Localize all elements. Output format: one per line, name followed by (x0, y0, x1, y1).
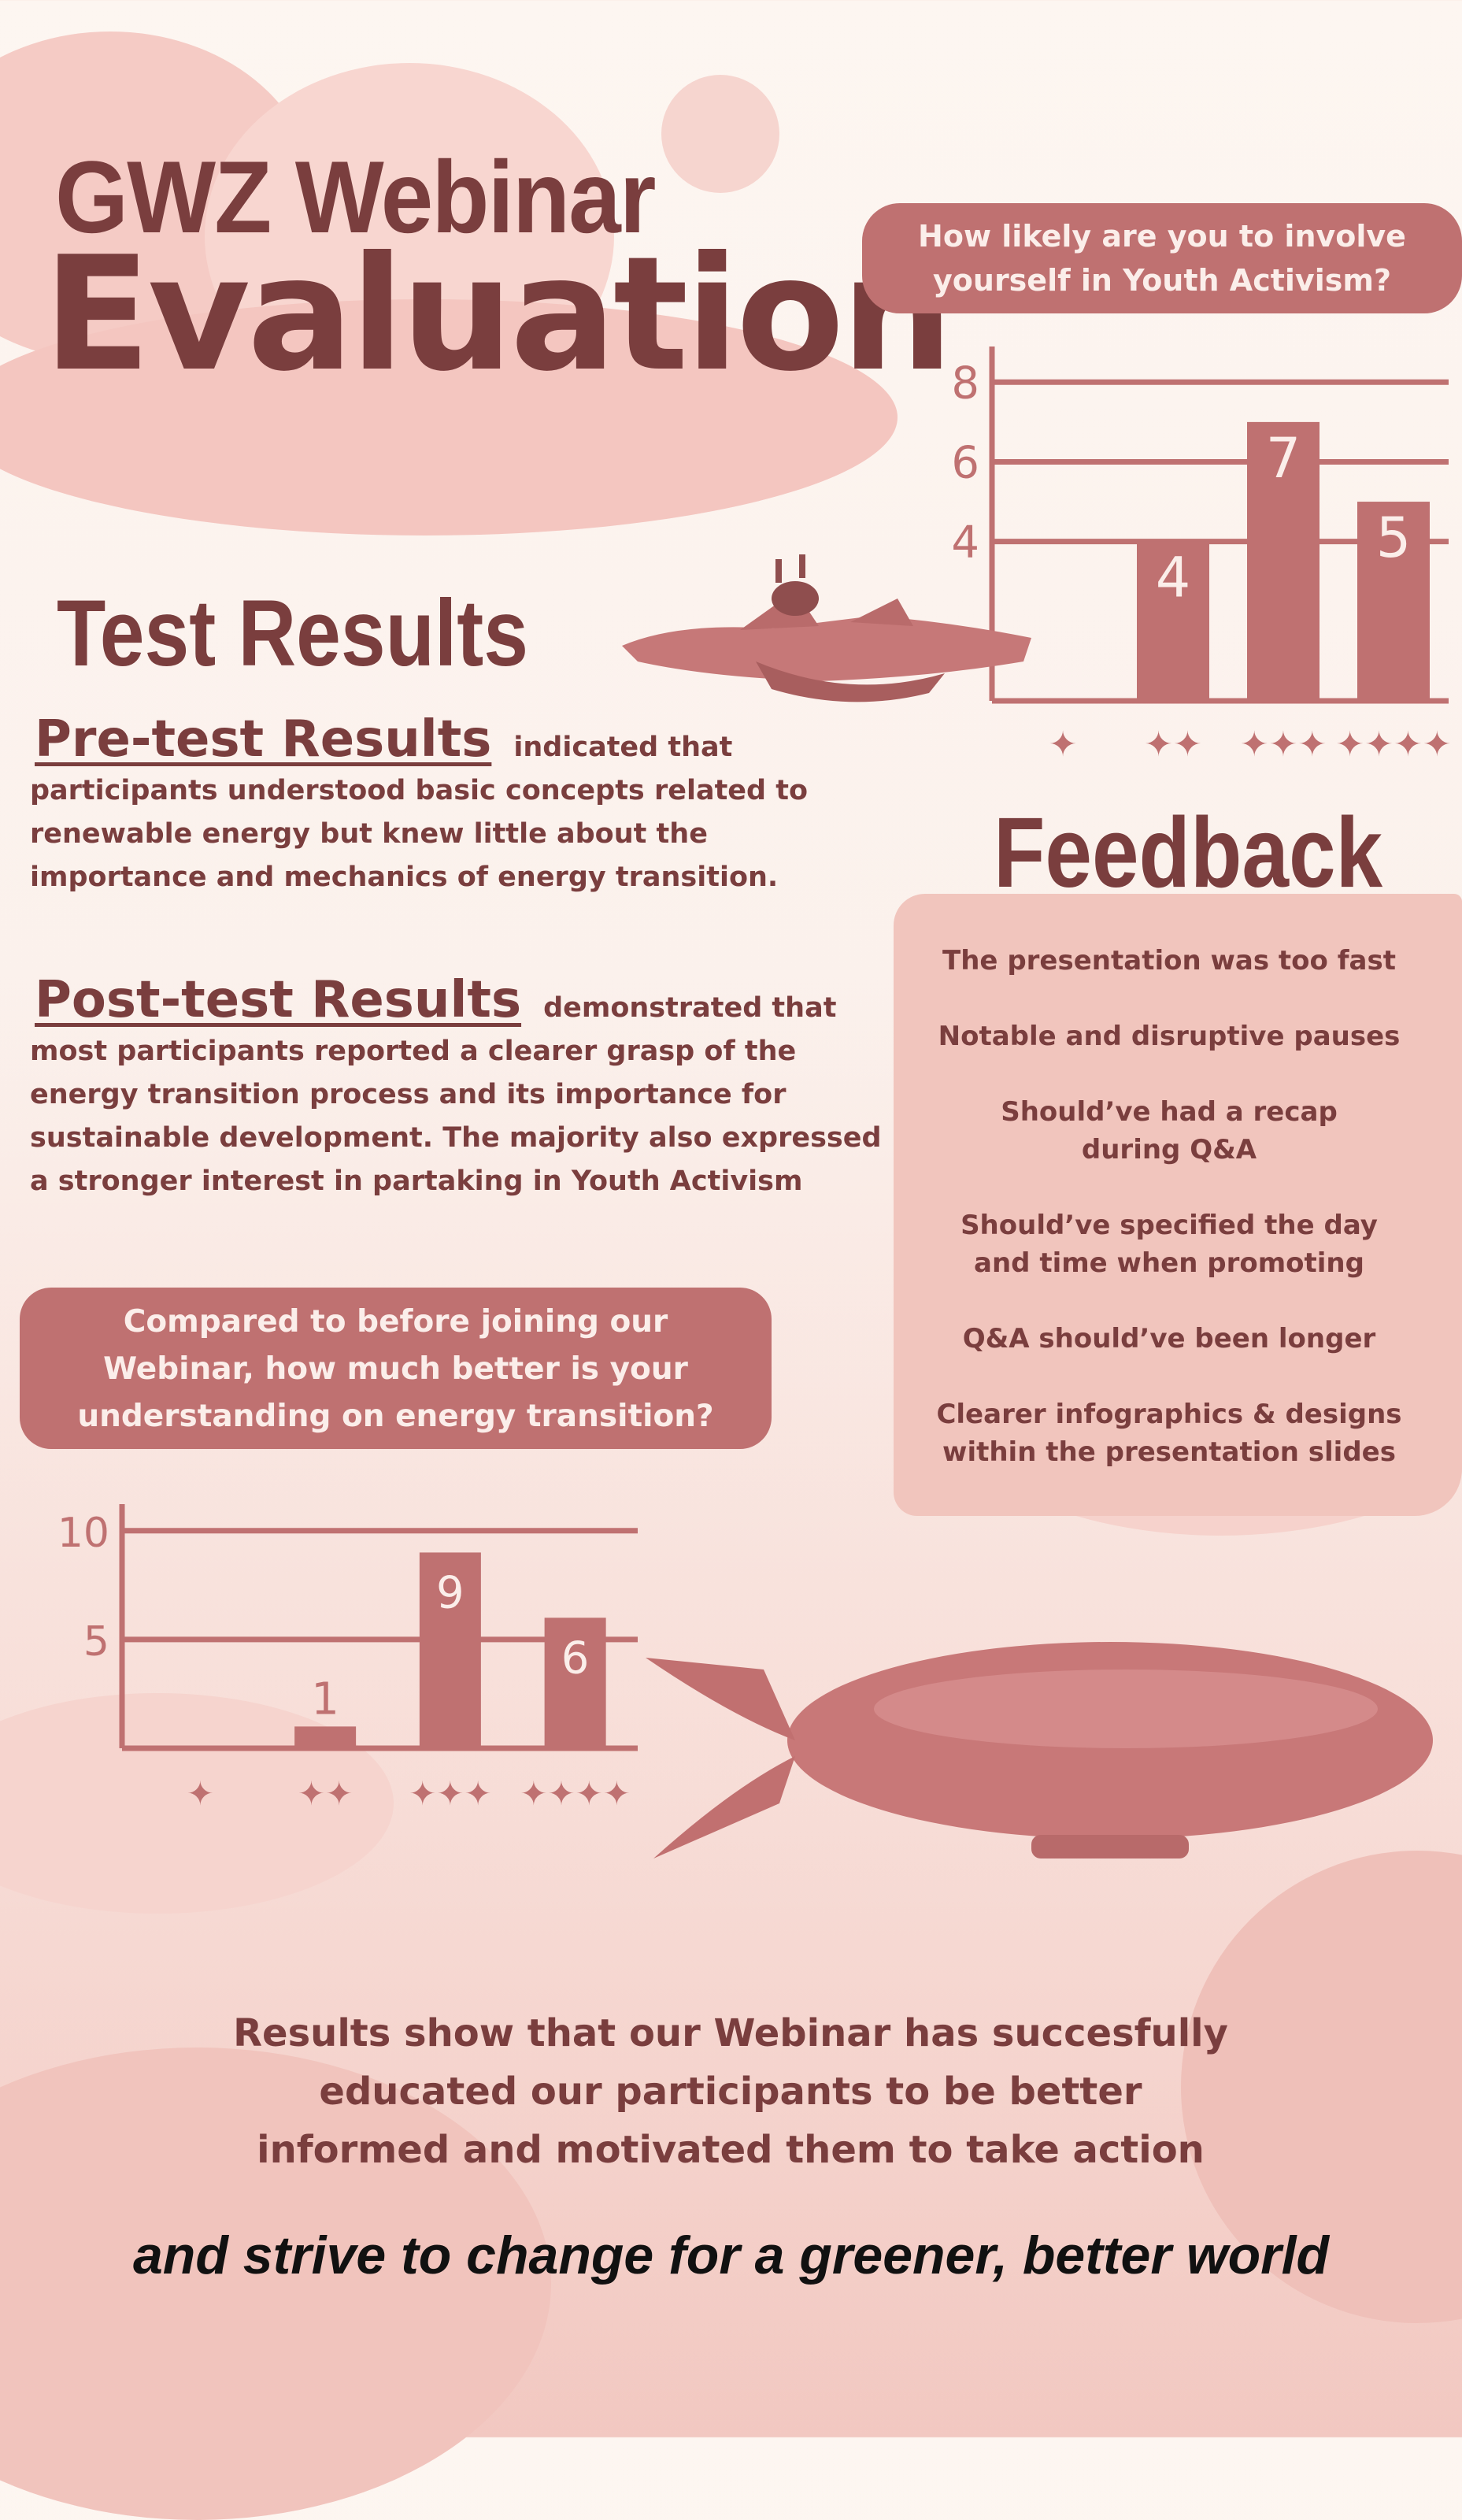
title-gwz-webinar: GWZ Webinar (55, 139, 656, 254)
conclusion-text: Results show that our Webinar has succes… (233, 2011, 1228, 2172)
feedback-item: Q&A should’ve been longer (962, 1323, 1376, 1354)
x-category-label: ✦ (187, 1774, 214, 1811)
pre-test-paragraph: Pre-test Results indicated that participa… (30, 714, 825, 899)
feedback-item: Should’ve had a recap during Q&A (1001, 1096, 1338, 1166)
x-category-label: ✦✦✦✦ (520, 1774, 631, 1811)
chart-energy-understanding: 5 10 ✦ 1 ✦✦ 9 ✦✦✦ 6 ✦✦✦✦ (57, 1504, 638, 1811)
feedback-item: Clearer infographics & designs within th… (936, 1399, 1402, 1468)
chart1-question-pill: How likely are you to involve yourself i… (862, 203, 1462, 313)
bar (544, 1618, 606, 1748)
bar-data-label: 7 (1266, 426, 1301, 491)
pre-test-lead: Pre-test Results (35, 710, 492, 769)
x-category-label: ✦✦✦ (1240, 724, 1327, 765)
y-tick-label: 4 (951, 517, 979, 569)
post-test-text: demonstrated that most participants repo… (30, 992, 882, 1197)
feedback-heading: Feedback (994, 797, 1383, 908)
bar-data-label: 1 (311, 1673, 339, 1725)
bar-data-label: 4 (1156, 546, 1191, 610)
chart1-question-text: How likely are you to involve yourself i… (918, 219, 1406, 298)
test-results-heading: Test Results (57, 580, 528, 686)
x-category-label: ✦✦✦ (409, 1774, 492, 1811)
chart2-question-pill: Compared to before joining our Webinar, … (20, 1288, 772, 1449)
pre-test-text: indicated that participants understood b… (30, 732, 809, 893)
chart2-question-text: Compared to before joining our Webinar, … (77, 1304, 714, 1434)
bar-data-label: 9 (436, 1567, 465, 1618)
tagline-text: and strive to change for a greener, bett… (132, 2225, 1330, 2285)
x-category-label: ✦ (1049, 724, 1078, 765)
x-category-label: ✦✦ (298, 1774, 353, 1811)
feedback-item: The presentation was too fast (942, 945, 1396, 976)
post-test-paragraph: Post-test Results demonstrated that most … (30, 975, 896, 1203)
x-category-label: ✦✦✦✦ (1335, 724, 1451, 765)
x-category-label: ✦✦ (1144, 724, 1202, 765)
y-tick-label: 5 (83, 1618, 109, 1666)
bar (294, 1726, 357, 1748)
airship-illustration (646, 1642, 1433, 1858)
y-tick-label: 8 (951, 358, 979, 409)
bar-data-label: 6 (561, 1632, 590, 1684)
cloud-decoration (661, 75, 779, 193)
bar (1137, 541, 1209, 701)
bar (419, 1552, 481, 1748)
feedback-panel (894, 894, 1462, 1516)
chart-youth-activism: 4 6 8 ✦ 4 ✦✦ 7 ✦✦✦ 5 ✦✦✦✦ (951, 346, 1452, 765)
flying-ship-illustration (622, 554, 1031, 702)
y-tick-label: 6 (951, 437, 979, 488)
bar (1247, 421, 1320, 701)
bar-data-label: 5 (1376, 506, 1412, 570)
bar (1357, 502, 1430, 701)
feedback-item: Should’ve specified the day and time whe… (960, 1210, 1378, 1279)
title-evaluation: Evaluation (43, 223, 953, 406)
post-test-lead: Post-test Results (35, 971, 522, 1029)
y-tick-label: 10 (57, 1510, 109, 1557)
cloud-decoration (0, 299, 898, 536)
feedback-item: Notable and disruptive pauses (938, 1021, 1401, 1052)
